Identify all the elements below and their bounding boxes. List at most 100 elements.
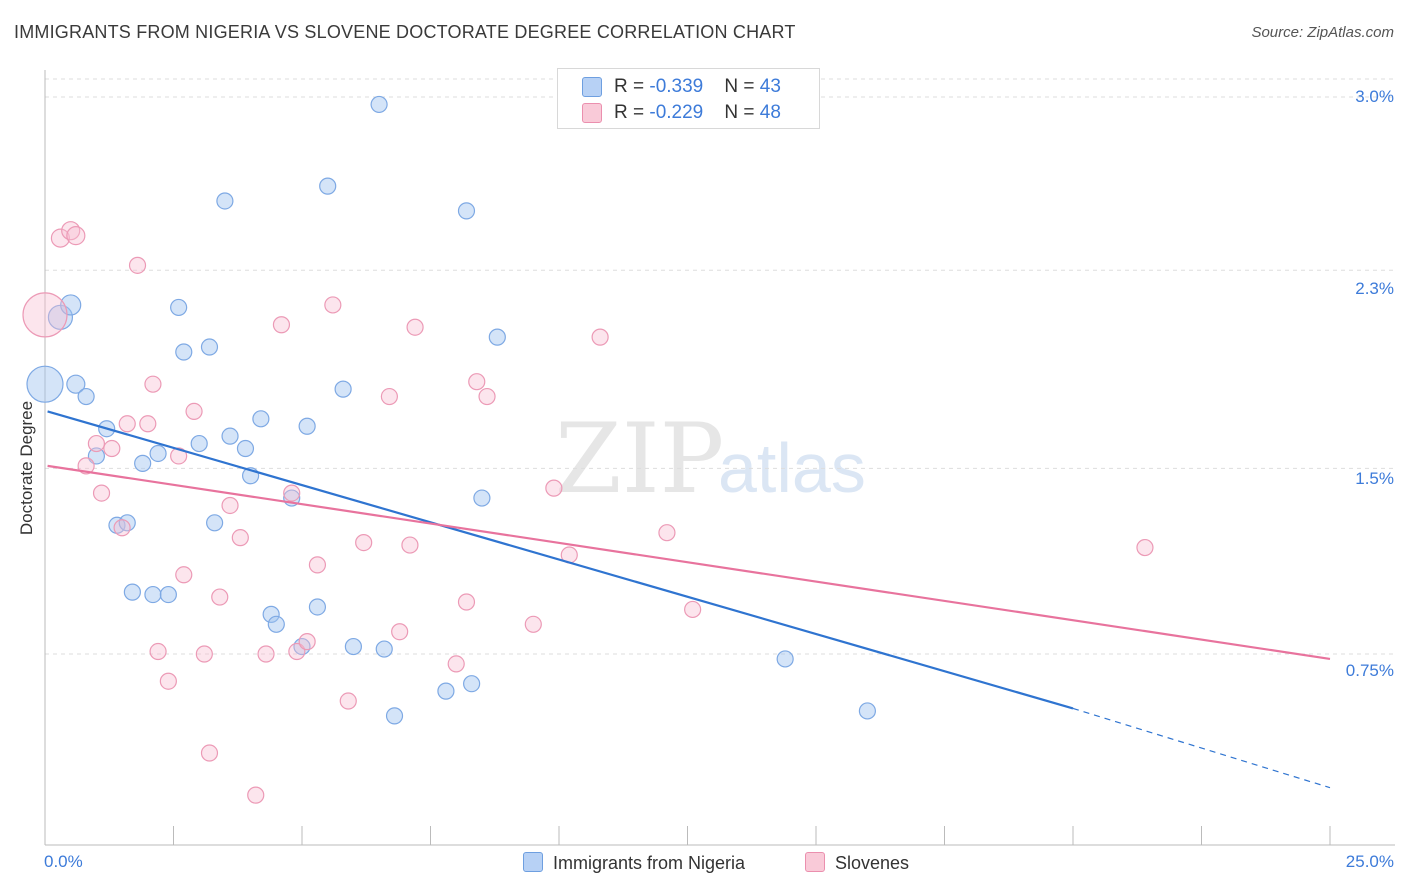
x-tick-label-min: 0.0%	[44, 852, 83, 871]
nigeria-point	[66, 374, 86, 394]
slovenes-point	[658, 524, 676, 542]
slovenes-point	[468, 373, 486, 391]
slovenes-point	[339, 692, 357, 710]
y-tick-label: 0.75%	[1345, 661, 1394, 680]
slovenes-point	[66, 226, 86, 246]
nigeria-point	[293, 637, 311, 656]
slovenes-point	[139, 415, 157, 433]
slovenes-point	[247, 786, 265, 804]
y-tick-label: 3.0%	[1355, 87, 1394, 106]
nigeria-point	[334, 380, 352, 398]
correlation-legend: R = -0.339 N = 43 R = -0.229 N = 48	[557, 68, 820, 129]
nigeria-point	[344, 637, 362, 656]
slovenes-trend-line	[47, 464, 1331, 661]
source-label: Source: ZipAtlas.com	[1251, 24, 1394, 41]
nigeria-point	[473, 489, 491, 507]
nigeria-point	[149, 444, 167, 463]
slovenes-point	[159, 672, 177, 690]
nigeria-point	[87, 447, 106, 465]
nigeria-point	[319, 177, 337, 195]
slovenes-point	[272, 316, 291, 334]
slovenes-point	[175, 566, 193, 584]
slovenes-point	[355, 533, 373, 552]
nigeria-point	[206, 514, 224, 532]
slovenes-point	[113, 519, 131, 537]
legend-stats-nigeria: R = -0.339 N = 43	[614, 76, 781, 97]
nigeria-point	[457, 202, 476, 220]
slovenes-point	[211, 588, 229, 606]
legend-label-nigeria: Immigrants from Nigeria	[553, 853, 746, 873]
slovenes-point	[288, 642, 306, 661]
slovenes-point	[545, 479, 563, 497]
slovenes-point	[524, 615, 542, 633]
nigeria-point	[170, 298, 188, 317]
slovenes-point	[103, 439, 121, 458]
slovenes-point	[478, 387, 496, 406]
nigeria-swatch	[582, 77, 602, 97]
slovenes-point	[200, 744, 219, 762]
nigeria-trend-line	[47, 410, 1074, 710]
nigeria-point	[26, 365, 64, 403]
slovenes-point	[308, 556, 327, 574]
slovenes-point	[401, 536, 419, 554]
slovenes-point	[77, 457, 95, 475]
nigeria-point	[385, 707, 404, 725]
nigeria-point	[298, 417, 316, 435]
slovenes-point	[22, 292, 68, 338]
chart-title: IMMIGRANTS FROM NIGERIA VS SLOVENE DOCTO…	[14, 22, 796, 42]
slovenes-point	[221, 496, 239, 515]
nigeria-point	[216, 192, 234, 210]
nigeria-trend-extension	[1072, 707, 1331, 789]
slovenes-point	[149, 642, 167, 661]
legend-stats-slovenes: R = -0.229 N = 48	[614, 102, 781, 123]
slovenes-point	[406, 318, 424, 336]
nigeria-point	[144, 585, 162, 604]
nigeria-point	[175, 343, 193, 361]
slovenes-point	[185, 402, 203, 420]
slovenes-point	[283, 484, 301, 502]
slovenes-point	[324, 296, 342, 314]
slovenes-point	[195, 645, 213, 663]
nigeria-point	[118, 514, 136, 532]
slovenes-point	[457, 593, 476, 611]
slovenes-swatch	[582, 103, 602, 123]
slovenes-point	[128, 256, 147, 274]
slovenes-point	[298, 633, 316, 651]
y-tick-label: 2.3%	[1355, 279, 1394, 298]
slovenes-point	[170, 447, 188, 465]
nigeria-point	[221, 427, 239, 445]
y-tick-label: 1.5%	[1355, 469, 1394, 488]
legend-item-nigeria: Immigrants from Nigeria	[523, 852, 745, 874]
nigeria-point	[437, 682, 455, 700]
slovenes-point	[231, 529, 249, 547]
nigeria-point	[267, 615, 285, 633]
watermark-zip: ZIP	[555, 403, 724, 515]
slovenes-point	[118, 415, 136, 433]
nigeria-legend-swatch	[523, 852, 543, 872]
nigeria-point	[200, 338, 219, 356]
slovenes-point	[684, 600, 702, 619]
slovenes-point	[391, 623, 409, 641]
nigeria-point	[776, 650, 794, 668]
nigeria-point	[308, 598, 327, 616]
slovenes-legend-swatch	[805, 852, 825, 872]
nigeria-point	[123, 583, 141, 601]
nigeria-point	[252, 410, 270, 428]
nigeria-point	[77, 387, 95, 406]
nigeria-point	[463, 675, 481, 693]
nigeria-point	[159, 585, 177, 604]
nigeria-point	[370, 95, 388, 114]
nigeria-point	[488, 328, 506, 346]
slovenes-point	[1136, 538, 1154, 557]
slovenes-point	[92, 484, 111, 502]
slovenes-point	[380, 387, 398, 406]
nigeria-point	[375, 640, 393, 658]
slovenes-point	[50, 228, 71, 248]
nigeria-point	[190, 434, 208, 453]
nigeria-point	[262, 605, 280, 623]
slovenes-point	[447, 655, 465, 673]
nigeria-point	[134, 454, 152, 472]
legend-item-slovenes: Slovenes	[805, 852, 909, 874]
slovenes-point	[87, 434, 106, 453]
